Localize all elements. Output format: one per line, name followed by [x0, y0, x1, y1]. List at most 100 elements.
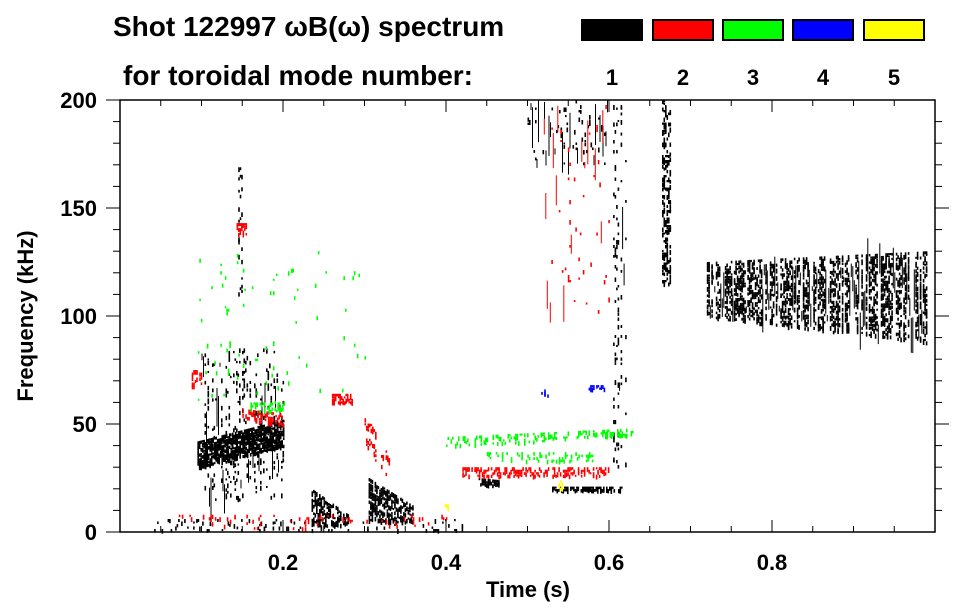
spectrum-mark-mode-3 — [536, 437, 538, 442]
spectrum-mark-mode-1 — [249, 393, 252, 398]
spectrum-mark-mode-1 — [570, 486, 572, 491]
spectrum-mark-mode-2 — [580, 474, 583, 478]
spectrum-mark-mode-2 — [598, 467, 601, 471]
spectrum-mark-mode-1 — [264, 446, 267, 449]
spectrum-mark-mode-1 — [625, 237, 627, 241]
spectrum-mark-mode-2 — [562, 469, 565, 473]
spectrum-mark-mode-1 — [669, 210, 672, 214]
spectrum-mark-mode-1 — [662, 162, 664, 165]
spectrum-mark-mode-1 — [326, 524, 329, 528]
spectrum-mark-mode-1 — [565, 115, 567, 118]
spectrum-mark-mode-1 — [904, 267, 907, 270]
spectrum-mark-mode-1 — [209, 463, 211, 469]
spectrum-mark-mode-5 — [558, 482, 561, 487]
spectrum-mark-mode-1 — [261, 445, 264, 449]
spectrum-mark-mode-1 — [314, 493, 317, 496]
spectrum-mark-mode-1 — [741, 275, 743, 280]
spectrum-mark-mode-1 — [865, 264, 868, 269]
spectrum-mark-mode-3 — [274, 401, 276, 405]
spectrum-mark-mode-2 — [375, 459, 377, 462]
spectrum-mark-mode-2 — [498, 467, 500, 471]
spectrum-mark-mode-1 — [900, 305, 902, 309]
spectrum-mark-mode-1 — [616, 287, 618, 291]
spectrum-mark-mode-2 — [498, 469, 500, 474]
spectrum-mark-mode-3 — [474, 443, 477, 449]
spectrum-mark-mode-1 — [582, 486, 584, 490]
spectrum-mark-mode-1 — [613, 245, 615, 248]
spectrum-mark-mode-1 — [257, 426, 259, 429]
spectrum-mark-mode-2 — [381, 464, 383, 470]
spectrum-mark-mode-3 — [260, 404, 263, 408]
spectrum-mark-mode-1 — [820, 256, 823, 260]
spectrum-mark-mode-3 — [516, 436, 519, 441]
spectrum-mark-mode-3 — [197, 351, 200, 354]
spectrum-mark-mode-1 — [835, 273, 838, 276]
spectrum-mark-mode-4 — [544, 394, 546, 397]
spectrum-mark-mode-1 — [392, 500, 395, 504]
spectrum-mark-mode-1 — [735, 313, 737, 316]
spectrum-mark-mode-1 — [397, 520, 399, 524]
spectrum-mark-mode-1 — [374, 499, 377, 504]
spectrum-mark-mode-1 — [739, 285, 742, 290]
spectrum-mark-mode-1 — [320, 500, 323, 504]
spectrum-mark-mode-1 — [924, 306, 926, 311]
spectrum-mark-mode-1 — [535, 107, 537, 110]
spectrum-mark-mode-1 — [245, 431, 247, 436]
spectrum-mark-mode-1 — [916, 306, 919, 312]
spectrum-mark-mode-2 — [569, 280, 571, 283]
spectrum-mark-mode-2 — [210, 519, 212, 522]
spectrum-mark-mode-2 — [367, 423, 370, 429]
spectrum-mark-mode-1 — [335, 505, 338, 510]
spectrum-mark-mode-1 — [817, 281, 820, 285]
spectrum-mark-mode-1 — [267, 383, 270, 388]
spectrum-mark-mode-1 — [925, 341, 928, 346]
spectrum-mark-mode-1 — [814, 321, 817, 326]
spectrum-mark-mode-3 — [242, 268, 245, 273]
spectrum-mark-mode-1 — [198, 445, 201, 449]
spectrum-mark-mode-1 — [272, 444, 274, 450]
spectrum-mark-mode-1 — [243, 454, 246, 459]
spectrum-mark-mode-1 — [207, 461, 210, 464]
spectrum-mark-mode-2 — [370, 423, 373, 426]
spectrum-mark-mode-1 — [401, 518, 404, 523]
spectrum-mark-mode-2 — [483, 469, 485, 475]
spectrum-mark-mode-1 — [666, 267, 669, 273]
spectrum-mark-mode-3 — [227, 371, 230, 376]
spectrum-mark-mode-1 — [801, 311, 803, 322]
spectrum-mark-mode-1 — [238, 177, 240, 181]
spectrum-mark-mode-1 — [383, 489, 386, 494]
spectrum-mark-mode-1 — [900, 255, 902, 259]
spectrum-mark-mode-1 — [775, 263, 778, 267]
spectrum-mark-mode-1 — [272, 439, 274, 444]
spectrum-mark-mode-1 — [371, 504, 374, 510]
spectrum-mark-mode-2 — [528, 467, 530, 471]
spectrum-mark-mode-2 — [517, 472, 520, 475]
spectrum-mark-mode-1 — [311, 503, 314, 509]
spectrum-mark-mode-1 — [662, 250, 664, 252]
spectrum-mark-mode-1 — [669, 110, 672, 114]
spectrum-mark-mode-1 — [589, 489, 592, 492]
spectrum-mark-mode-1 — [625, 200, 627, 203]
spectrum-mark-mode-2 — [248, 412, 250, 415]
spectrum-mark-mode-1 — [898, 262, 901, 268]
spectrum-mark-mode-3 — [521, 433, 523, 436]
spectrum-mark-mode-1 — [337, 509, 339, 512]
spectrum-mark-mode-2 — [507, 474, 509, 479]
spectrum-mark-mode-1 — [267, 388, 270, 391]
spectrum-mark-mode-1 — [841, 262, 844, 265]
spectrum-mark-mode-1 — [237, 433, 240, 436]
spectrum-mark-mode-1 — [904, 262, 907, 267]
spectrum-mark-mode-1 — [793, 300, 796, 305]
spectrum-mark-mode-1 — [736, 285, 739, 290]
spectrum-mark-mode-1 — [493, 482, 496, 487]
spectrum-mark-mode-1 — [742, 277, 745, 282]
spectrum-mark-mode-1 — [263, 468, 265, 474]
spectrum-mark-mode-1 — [817, 269, 820, 274]
spectrum-mark-mode-1 — [270, 447, 273, 452]
spectrum-mark-mode-1 — [715, 271, 718, 276]
spectrum-mark-mode-1 — [204, 380, 207, 385]
spectrum-mark-mode-1 — [263, 529, 266, 532]
spectrum-mark-mode-1 — [597, 489, 599, 494]
spectrum-mark-mode-1 — [398, 516, 401, 519]
spectrum-mark-mode-1 — [215, 448, 217, 453]
